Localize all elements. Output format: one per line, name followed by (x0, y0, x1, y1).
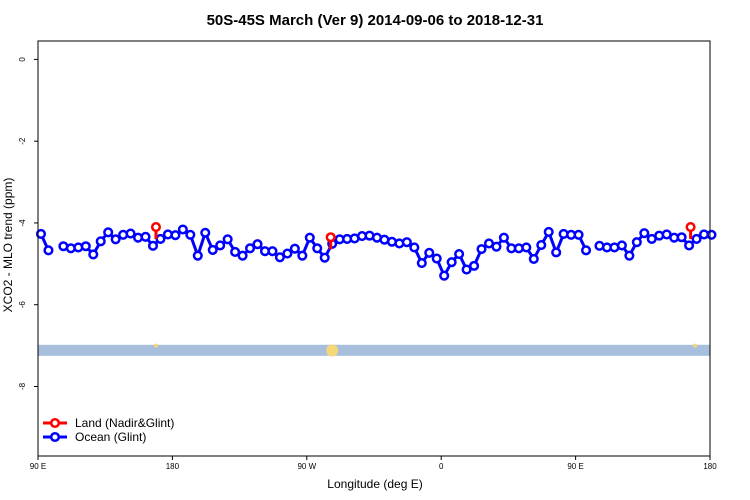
band-marker (326, 344, 339, 357)
ocean-point (282, 248, 293, 259)
ocean-point (401, 237, 412, 248)
land-point (325, 232, 336, 243)
ocean-point (304, 232, 315, 243)
ocean-point (297, 250, 308, 261)
y-tick-label: -4 (18, 219, 27, 227)
chart-title: 50S-45S March (Ver 9) 2014-09-06 to 2018… (207, 12, 544, 29)
ocean-point (185, 229, 196, 240)
ocean-point (536, 239, 547, 251)
ocean-point (616, 240, 627, 251)
ocean-point (267, 246, 278, 257)
ocean-point (631, 237, 642, 248)
legend-ocean-marker (49, 431, 61, 443)
ocean-point (461, 264, 472, 275)
ocean-point (469, 260, 480, 271)
ocean-point (222, 234, 233, 245)
ocean-point (215, 240, 226, 251)
ocean-point (454, 248, 465, 260)
ocean-point (476, 244, 487, 255)
y-axis-label: XCO2 - MLO trend (ppm) (1, 178, 15, 313)
ocean-point (103, 227, 114, 238)
y-tick-label: -8 (18, 382, 27, 390)
ocean-point (528, 253, 539, 264)
band-marker (693, 343, 698, 348)
ocean-point (230, 246, 241, 258)
ocean-point (446, 257, 457, 268)
x-tick-label: 180 (166, 462, 180, 471)
series-layer (35, 221, 717, 281)
ocean-point (207, 244, 218, 255)
ocean-point (200, 227, 211, 238)
ocean-point (676, 232, 687, 243)
legend-ocean-label: Ocean (Glint) (75, 430, 146, 444)
ocean-point (35, 228, 47, 240)
ocean-point (274, 252, 285, 263)
ocean-point (125, 228, 136, 239)
ocean-point (88, 249, 99, 260)
ocean-point (409, 242, 420, 253)
ocean-point (319, 252, 330, 263)
x-tick-label: 90 E (30, 462, 46, 471)
y-axis-ticks: 0 -2 -4 -6 -8 (18, 57, 38, 390)
legend: Land (Nadir&Glint) Ocean (Glint) (43, 416, 174, 444)
ocean-point (140, 231, 151, 242)
ocean-point (498, 232, 509, 243)
x-axis-ticks: 90 E 180 90 W 0 90 E 180 (30, 456, 717, 471)
ocean-point (416, 257, 427, 269)
band-layer (38, 343, 710, 357)
land-point (685, 221, 696, 233)
ocean-point (110, 234, 121, 245)
ocean-point (312, 243, 323, 254)
ocean-point (573, 229, 584, 240)
ocean-point (691, 233, 702, 244)
x-tick-label: 180 (703, 462, 717, 471)
y-tick-label: 0 (18, 57, 27, 62)
x-tick-label: 90 E (567, 462, 583, 471)
ocean-point (95, 236, 106, 247)
legend-land-marker (49, 417, 61, 429)
y-tick-label: -2 (18, 137, 27, 145)
ocean-point (431, 253, 442, 264)
ocean-point (639, 228, 650, 239)
x-axis-label: Longitude (deg E) (327, 477, 422, 491)
ocean-point (424, 247, 435, 258)
ocean-point (521, 242, 532, 253)
ocean-point (289, 243, 300, 254)
ocean-point (491, 241, 502, 252)
ocean-point (245, 243, 256, 254)
ocean-point (543, 226, 554, 237)
ocean-point (439, 270, 450, 281)
ocean-point (177, 224, 188, 235)
ocean-point (551, 247, 562, 258)
ocean-point (147, 240, 159, 251)
plot-frame (37, 40, 711, 457)
ocean-point (237, 250, 248, 261)
y-tick-label: -6 (18, 301, 27, 309)
x-tick-label: 90 W (297, 462, 316, 471)
legend-land-label: Land (Nadir&Glint) (75, 416, 174, 430)
ocean-point (155, 233, 166, 244)
ocean-point (252, 239, 263, 250)
ocean-point (170, 230, 181, 241)
ocean-point (581, 245, 592, 256)
ocean-point (43, 245, 54, 256)
ocean-point (192, 250, 203, 261)
band-marker (153, 343, 158, 348)
ocean-point (684, 240, 695, 251)
ocean-point (80, 241, 91, 252)
land-band (38, 344, 710, 356)
land-point (150, 221, 162, 233)
ocean-point (706, 229, 717, 240)
x-tick-label: 0 (439, 462, 444, 471)
ocean-point (624, 250, 635, 261)
